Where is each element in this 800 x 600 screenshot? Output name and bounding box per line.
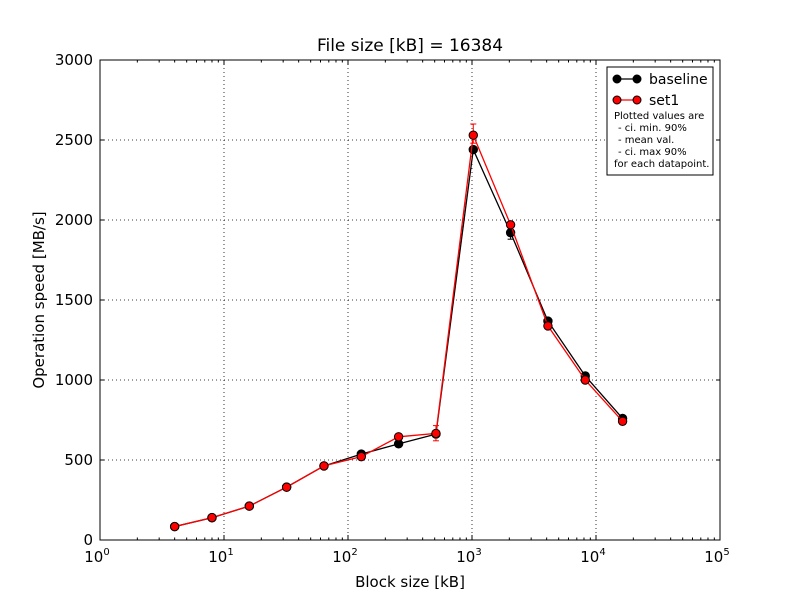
data-point bbox=[356, 451, 366, 462]
legend-label: baseline bbox=[649, 72, 708, 88]
data-point bbox=[617, 416, 628, 426]
legend-note-line: for each datapoint. bbox=[614, 159, 709, 170]
y-tick-label: 1000 bbox=[55, 371, 93, 389]
x-tick-base: 10 bbox=[704, 548, 723, 566]
x-tick-label: 104 bbox=[580, 547, 605, 566]
x-tick-base: 10 bbox=[580, 548, 599, 566]
legend-note-line: - ci. max 90% bbox=[618, 147, 687, 158]
data-point bbox=[281, 482, 292, 492]
x-tick-exponent: 3 bbox=[475, 547, 481, 558]
x-tick-label: 102 bbox=[332, 547, 357, 566]
legend-note-line: Plotted values are bbox=[614, 111, 704, 122]
legend-marker bbox=[632, 95, 642, 105]
x-tick-base: 10 bbox=[332, 548, 351, 566]
data-point bbox=[543, 321, 553, 331]
legend-note-line: - mean val. bbox=[618, 135, 674, 146]
data-point bbox=[468, 130, 478, 140]
x-axis-label: Block size [kB] bbox=[355, 573, 465, 591]
x-tick-exponent: 5 bbox=[723, 547, 729, 558]
x-tick-exponent: 4 bbox=[599, 547, 605, 558]
plot-frame bbox=[99, 59, 721, 541]
data-point bbox=[319, 461, 329, 471]
legend-label: set1 bbox=[649, 93, 679, 109]
chart-title: File size [kB] = 16384 bbox=[317, 36, 503, 56]
x-tick-label: 100 bbox=[84, 547, 109, 566]
legend-box bbox=[606, 66, 714, 176]
series-layer bbox=[169, 123, 628, 532]
y-axis-label: Operation speed [MB/s] bbox=[30, 211, 48, 388]
legend: baseline set1 Plotted values are- ci. min.… bbox=[606, 66, 714, 176]
data-point bbox=[431, 428, 441, 439]
legend-marker bbox=[612, 74, 622, 84]
series-set1 bbox=[169, 123, 628, 532]
x-tick-exponent: 0 bbox=[103, 547, 109, 558]
data-point bbox=[244, 501, 255, 511]
data-point bbox=[505, 220, 516, 230]
x-tick-label: 103 bbox=[456, 547, 481, 566]
y-tick-label: 2500 bbox=[55, 131, 93, 149]
x-tick-base: 10 bbox=[456, 548, 475, 566]
x-tick-base: 10 bbox=[84, 548, 103, 566]
data-point bbox=[393, 432, 404, 442]
x-tick-label: 101 bbox=[208, 547, 233, 566]
data-point bbox=[207, 512, 217, 523]
legend-note-line: - ci. min. 90% bbox=[618, 123, 687, 134]
data-point bbox=[169, 521, 180, 532]
x-tick-base: 10 bbox=[208, 548, 227, 566]
data-point bbox=[468, 144, 478, 155]
y-tick-label: 500 bbox=[64, 451, 93, 469]
y-tick-label: 1500 bbox=[55, 291, 93, 309]
data-point bbox=[580, 375, 590, 385]
legend-marker bbox=[612, 95, 622, 105]
y-tick-label: 3000 bbox=[55, 51, 93, 69]
x-tick-exponent: 2 bbox=[351, 547, 357, 558]
y-tick-label: 2000 bbox=[55, 211, 93, 229]
x-tick-exponent: 1 bbox=[227, 547, 233, 558]
legend-marker bbox=[632, 74, 642, 84]
x-tick-label: 105 bbox=[704, 547, 729, 566]
grid bbox=[100, 60, 720, 540]
y-tick-label: 0 bbox=[83, 531, 93, 549]
